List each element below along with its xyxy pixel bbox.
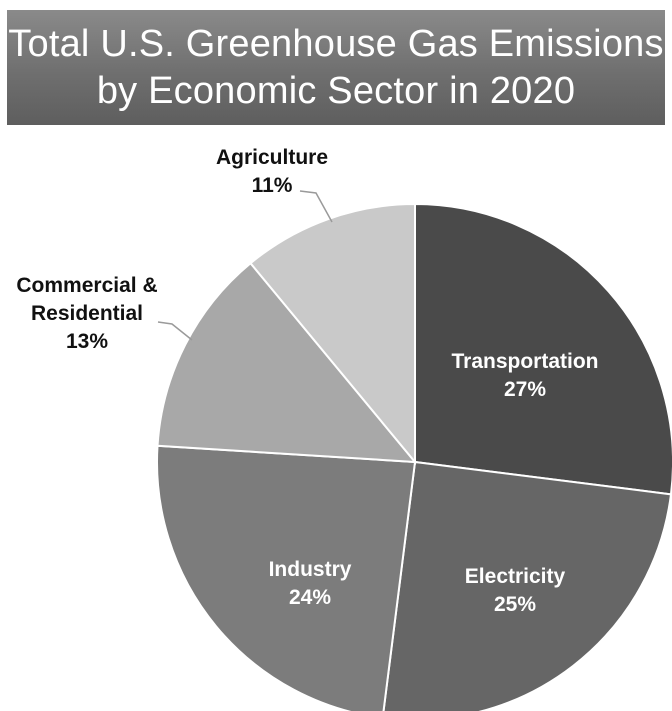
pie-slice-electricity — [382, 460, 672, 711]
leader-lines — [157, 190, 333, 341]
slice-label-transportation: Transportation 27% — [451, 350, 598, 401]
pie-slice-agriculture — [249, 202, 416, 465]
title-banner: Total U.S. Greenhouse Gas Emissions by E… — [7, 10, 665, 125]
chart-title-line-2: by Economic Sector in 2020 — [96, 69, 576, 112]
slice-label-commercial-residential: Commercial & Residential 13% — [16, 274, 157, 353]
slice-label-industry: Industry 24% — [269, 558, 352, 609]
slice-labels: Transportation 27% Electricity 25% Industry 2… — [16, 146, 598, 616]
chart-title-line-1: Total U.S. Greenhouse Gas Emissions — [8, 22, 664, 65]
leader-line-commercial-residential — [157, 321, 193, 341]
leader-line-agriculture — [299, 190, 333, 223]
slice-label-electricity: Electricity 25% — [465, 565, 566, 616]
slice-label-agriculture: Agriculture 11% — [216, 146, 328, 197]
pie-slice-commercial-residential — [156, 261, 418, 464]
pie-slices — [156, 202, 672, 711]
pie-slice-industry — [156, 444, 417, 711]
